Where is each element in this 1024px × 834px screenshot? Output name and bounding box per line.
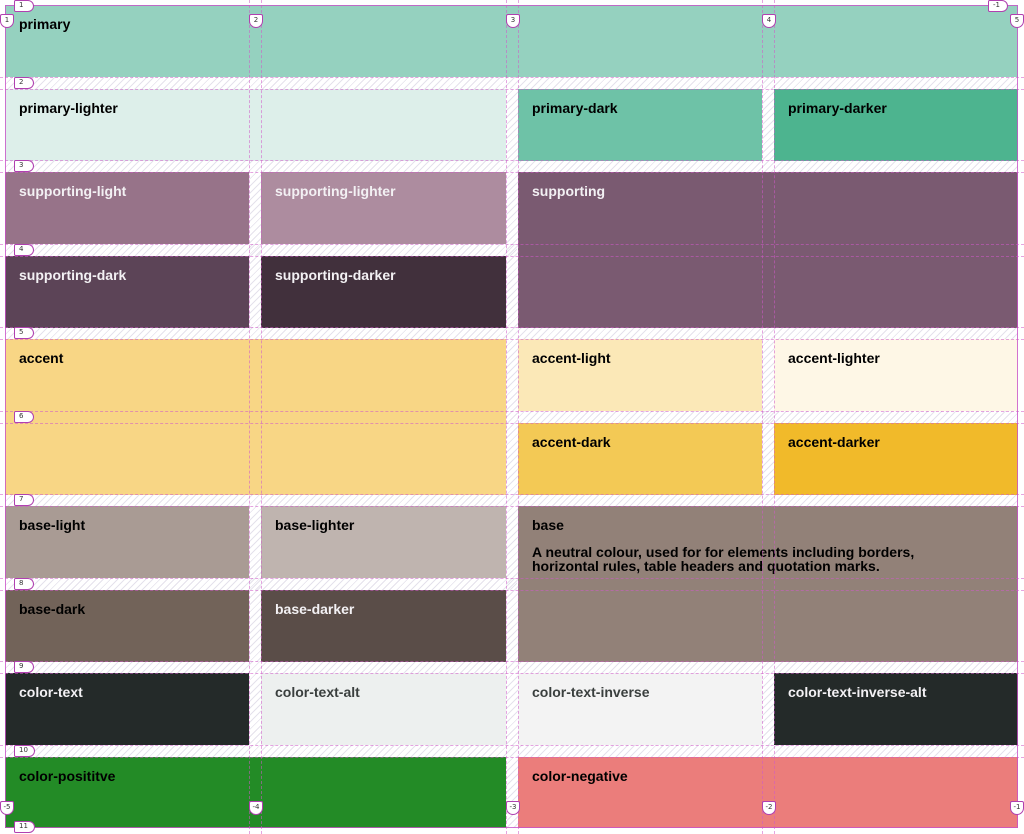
swatch-label: primary-darker (788, 100, 887, 116)
swatch-label: supporting-light (19, 183, 127, 199)
swatch-primary: primary (5, 5, 1018, 77)
swatch-label: color-posititve (19, 768, 116, 784)
swatch-color-text-alt: color-text-alt (261, 673, 506, 745)
swatch-accent-dark: accent-dark (518, 423, 762, 495)
grid-gap (517, 411, 1018, 423)
swatch-label: primary (19, 16, 71, 32)
swatch-base-darker: base-darker (261, 590, 506, 662)
swatch-label: base-dark (19, 601, 86, 617)
swatch-label: base-light (19, 517, 86, 533)
grid-gap (5, 160, 1018, 172)
swatch-label: color-text (19, 684, 83, 700)
grid-gap (762, 89, 774, 161)
swatch-label: supporting-lighter (275, 183, 396, 199)
grid-gap (506, 757, 518, 828)
swatch-color-text-inverse: color-text-inverse (518, 673, 762, 745)
swatch-label: accent (19, 350, 64, 366)
swatch-accent-darker: accent-darker (774, 423, 1018, 495)
swatch-label: accent-light (532, 350, 611, 366)
swatch-label: color-negative (532, 768, 628, 784)
swatch-label: base (532, 517, 564, 533)
grid-gap (506, 172, 518, 328)
swatch-label: color-text-inverse (532, 684, 650, 700)
swatch-accent-lighter: accent-lighter (774, 339, 1018, 411)
swatch-label: accent-lighter (788, 350, 880, 366)
grid-gap (249, 673, 261, 745)
swatch-supporting-lighter: supporting-lighter (261, 172, 506, 244)
swatch-label: color-text-inverse-alt (788, 684, 927, 700)
swatch-label: supporting (532, 183, 606, 199)
swatch-base-dark: base-dark (5, 590, 249, 662)
grid-gap (506, 673, 518, 745)
grid-gap (762, 339, 774, 495)
grid-gap (249, 172, 261, 328)
swatch-label: accent-darker (788, 434, 880, 450)
grid-gap (5, 494, 1018, 506)
grid-gap (506, 89, 518, 161)
grid-gap (5, 244, 517, 256)
grid-gap (506, 506, 518, 662)
swatch-description: A neutral colour, used for for elements … (532, 544, 915, 574)
swatch-label: base-lighter (275, 517, 355, 533)
swatch-color-positive: color-posititve (5, 757, 506, 828)
swatch-label: primary-dark (532, 100, 618, 116)
grid-gap (249, 506, 261, 662)
grid-gap (5, 745, 1018, 757)
swatch-supporting: supporting (518, 172, 1018, 328)
swatch-label: color-text-alt (275, 684, 360, 700)
grid-gap (5, 327, 1018, 339)
grid-gap (5, 661, 1018, 673)
swatch-primary-lighter: primary-lighter (5, 89, 506, 161)
swatch-accent-light: accent-light (518, 339, 762, 411)
swatch-supporting-darker: supporting-darker (261, 256, 506, 328)
swatch-primary-darker: primary-darker (774, 89, 1018, 161)
swatch-color-text-inverse-alt: color-text-inverse-alt (774, 673, 1018, 745)
swatch-accent: accent (5, 339, 506, 495)
swatch-label: accent-dark (532, 434, 611, 450)
swatch-primary-dark: primary-dark (518, 89, 762, 161)
swatch-label: base-darker (275, 601, 355, 617)
grid-gap (5, 578, 517, 590)
swatch-label: supporting-darker (275, 267, 396, 283)
grid-gap (762, 673, 774, 745)
swatch-color-negative: color-negative (518, 757, 1018, 828)
swatch-base: base A neutral colour, used for for elem… (518, 506, 1018, 662)
swatch-base-lighter: base-lighter (261, 506, 506, 578)
swatch-label: primary-lighter (19, 100, 118, 116)
grid-gap (5, 77, 1018, 89)
swatch-label: supporting-dark (19, 267, 127, 283)
swatch-supporting-light: supporting-light (5, 172, 249, 244)
grid-gap (506, 339, 518, 495)
swatch-base-light: base-light (5, 506, 249, 578)
swatch-supporting-dark: supporting-dark (5, 256, 249, 328)
swatch-color-text: color-text (5, 673, 249, 745)
